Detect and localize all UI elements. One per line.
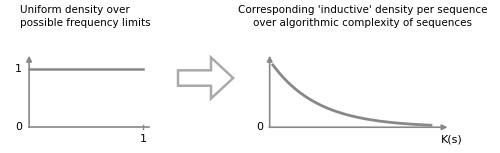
Text: 0: 0 bbox=[256, 122, 263, 132]
Text: 1: 1 bbox=[140, 134, 146, 144]
Text: Uniform density over
possible frequency limits: Uniform density over possible frequency … bbox=[20, 5, 150, 28]
Polygon shape bbox=[178, 58, 233, 99]
Text: K(s): K(s) bbox=[441, 134, 463, 144]
Text: 1: 1 bbox=[16, 64, 22, 74]
Text: 0: 0 bbox=[16, 122, 22, 132]
Text: Corresponding 'inductive' density per sequence
over algorithmic complexity of se: Corresponding 'inductive' density per se… bbox=[238, 5, 487, 28]
